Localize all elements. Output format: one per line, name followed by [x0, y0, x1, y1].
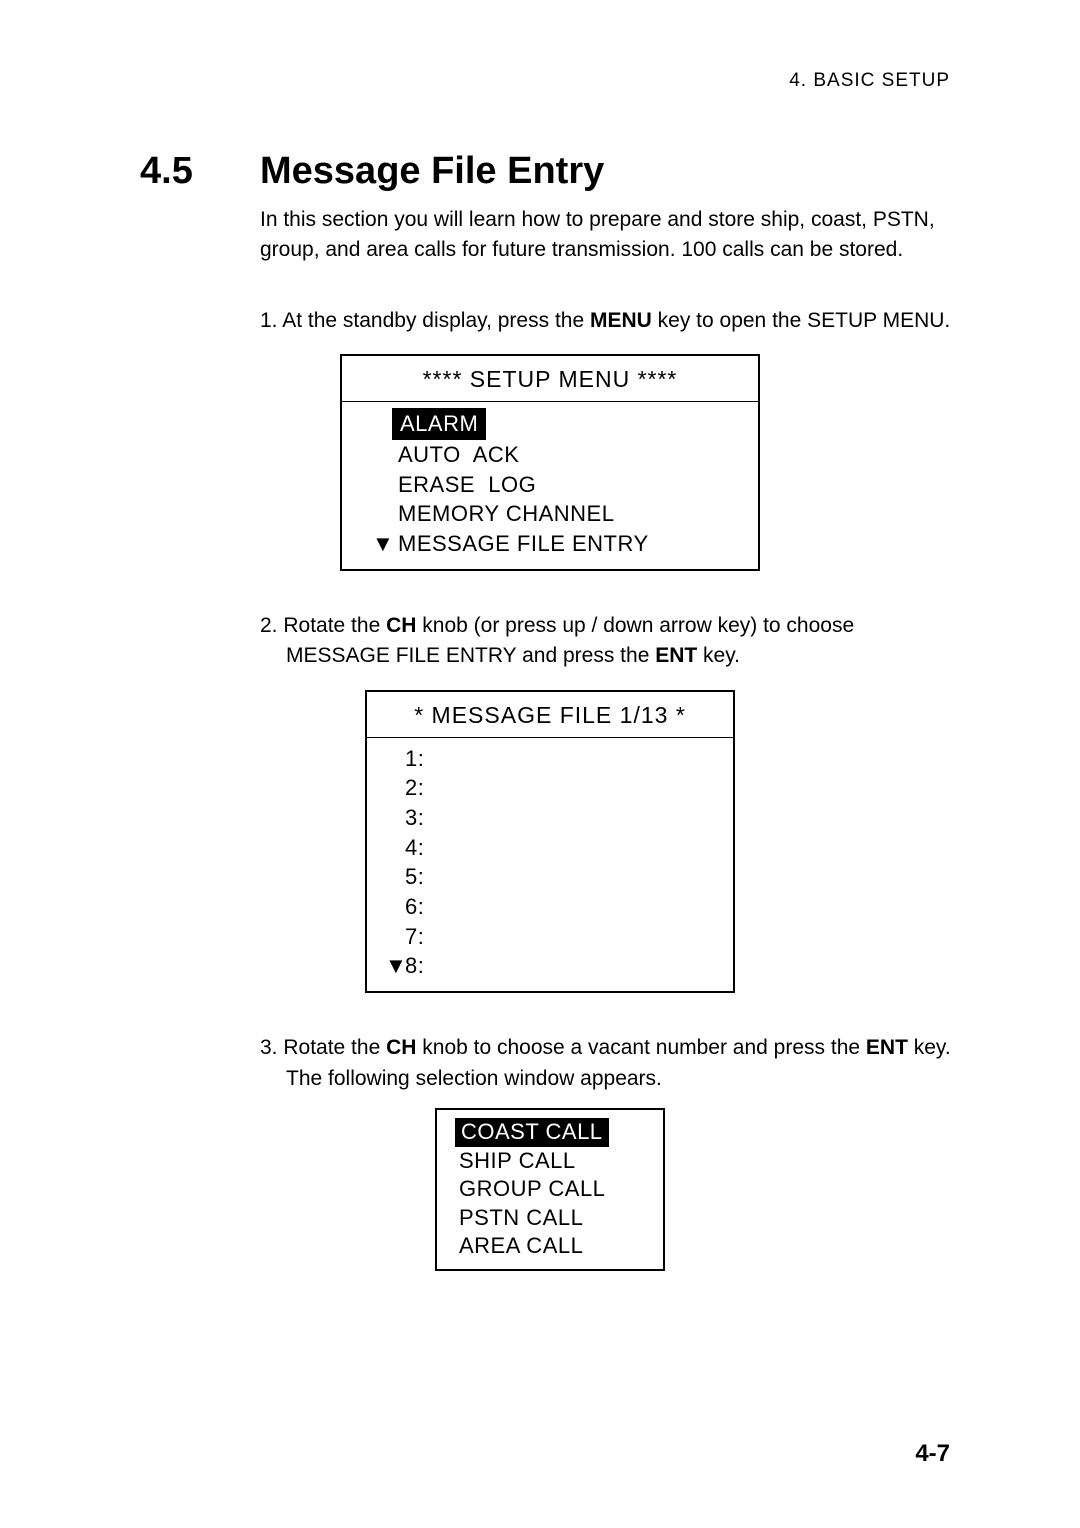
step-1-text-post: key to open the SETUP MENU. [652, 309, 950, 332]
file-row-1: 1: [405, 744, 713, 774]
step-1-text-pre: 1. At the standby display, press the [260, 309, 590, 332]
page-number: 4-7 [915, 1440, 950, 1468]
file-row-7: 7: [405, 922, 713, 952]
message-file-title: * MESSAGE FILE 1/13 * [367, 692, 733, 737]
step-1: 1. At the standby display, press the MEN… [260, 306, 960, 336]
call-item-area: AREA CALL [455, 1233, 587, 1258]
call-item-ship: SHIP CALL [455, 1148, 580, 1173]
file-row-3: 3: [405, 803, 713, 833]
step-2: 2. Rotate the CH knob (or press up / dow… [260, 611, 960, 672]
step-2-text-post: key. [697, 644, 740, 667]
setup-menu-title: **** SETUP MENU **** [342, 356, 758, 401]
setup-menu-screen: **** SETUP MENU **** ALARM AUTO ACK ERAS… [340, 354, 760, 570]
file-row-8-label: 8: [405, 953, 424, 978]
file-row-6: 6: [405, 892, 713, 922]
file-row-5: 5: [405, 862, 713, 892]
section-intro: In this section you will learn how to pr… [260, 205, 960, 266]
message-file-screen: * MESSAGE FILE 1/13 * 1: 2: 3: 4: 5: 6: … [365, 690, 735, 994]
step-3-text-pre: 3. Rotate the [260, 1036, 386, 1059]
message-file-body: 1: 2: 3: 4: 5: 6: 7: ▼8: [367, 738, 733, 992]
menu-item-memory-channel: MEMORY CHANNEL [392, 500, 620, 527]
file-row-2: 2: [405, 773, 713, 803]
file-row-8: ▼8: [385, 951, 713, 981]
step-3: 3. Rotate the CH knob to choose a vacant… [260, 1033, 960, 1094]
menu-item-alarm: ALARM [392, 408, 486, 440]
step-2-bold-2: ENT [655, 644, 697, 667]
call-item-group: GROUP CALL [455, 1176, 609, 1201]
call-item-coast: COAST CALL [455, 1118, 609, 1147]
call-type-screen: COAST CALL SHIP CALL GROUP CALL PSTN CAL… [435, 1108, 665, 1271]
step-3-bold-2: ENT [866, 1036, 908, 1059]
section-heading-row: 4.5 Message File Entry [140, 150, 960, 193]
step-3-text-mid: knob to choose a vacant number and press… [416, 1036, 865, 1059]
menu-item-auto-ack: AUTO ACK [392, 441, 525, 468]
page-header-chapter: 4. BASIC SETUP [789, 70, 950, 92]
section-title: Message File Entry [260, 150, 604, 193]
section-number: 4.5 [140, 150, 260, 193]
step-1-bold: MENU [590, 309, 652, 332]
step-3-bold-1: CH [386, 1036, 416, 1059]
down-arrow-icon: ▼ [385, 951, 405, 981]
menu-item-message-file-entry: MESSAGE FILE ENTRY [392, 530, 655, 557]
step-2-bold-1: CH [386, 614, 416, 637]
file-row-4: 4: [405, 833, 713, 863]
call-item-pstn: PSTN CALL [455, 1205, 587, 1230]
setup-menu-body: ALARM AUTO ACK ERASE LOG MEMORY CHANNEL … [342, 402, 758, 568]
down-arrow-icon: ▼ [372, 529, 392, 559]
step-2-text-pre: 2. Rotate the [260, 614, 386, 637]
menu-item-erase-log: ERASE LOG [392, 471, 542, 498]
